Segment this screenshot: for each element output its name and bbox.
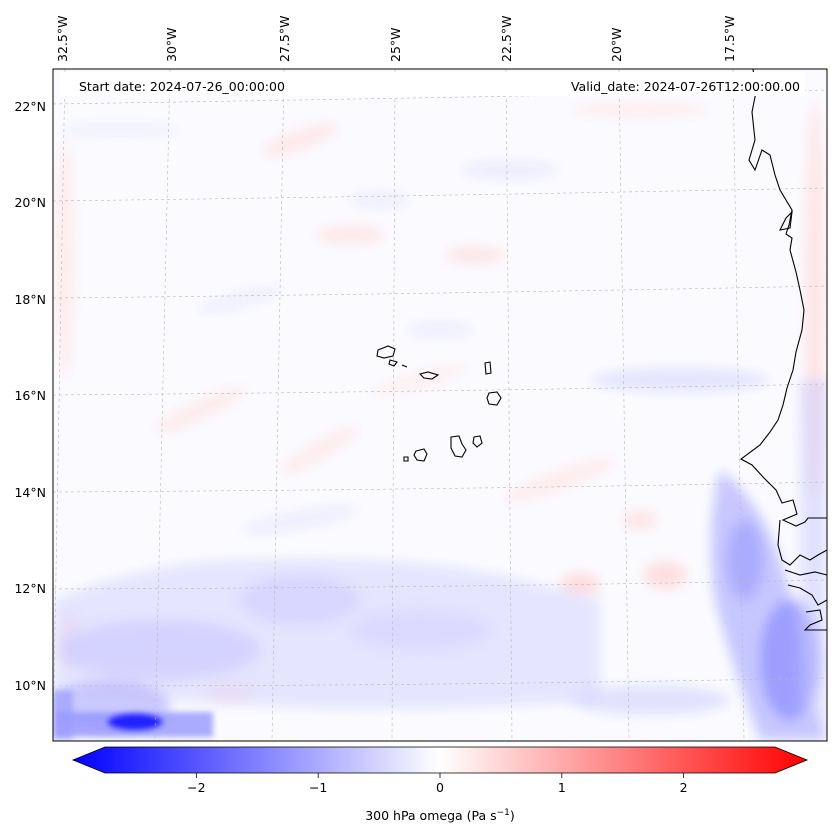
colorbar: −2 −1 0 1 2 300 hPa omega (Pa s−1) — [71, 746, 809, 823]
cape-verde-islands — [376, 345, 502, 462]
latitude-labels: 22°N 20°N 18°N 16°N 14°N 12°N 10°N — [14, 99, 46, 693]
colorbar-tick-label: 1 — [558, 780, 566, 795]
lat-label-10n: 10°N — [14, 678, 46, 693]
senegal-gambia-coast — [777, 519, 828, 631]
lon-label-30w: 30°W — [164, 27, 179, 62]
lat-label-14n: 14°N — [14, 485, 46, 500]
lon-label-27-5w: 27.5°W — [277, 16, 292, 62]
longitude-labels: 32.5°W 30°W 27.5°W 25°W 22.5°W 20°W 17.5… — [55, 16, 737, 62]
colorbar-gradient — [71, 746, 809, 774]
dakar-peninsula — [779, 210, 793, 231]
lon-label-17-5w: 17.5°W — [722, 16, 737, 62]
valid-date-label: Valid_date: 2024-07-26T12:00:00.00 — [571, 79, 800, 94]
lon-label-20w: 20°W — [609, 27, 624, 62]
map-panel: Start date: 2024-07-26_00:00:00 Valid_da… — [52, 68, 828, 742]
header-band — [60, 72, 805, 96]
colorbar-tick-label: 0 — [436, 780, 444, 795]
coastlines — [376, 68, 828, 631]
lon-label-32-5w: 32.5°W — [55, 16, 70, 62]
graticule — [53, 69, 827, 741]
start-date-label: Start date: 2024-07-26_00:00:00 — [79, 79, 285, 94]
lat-label-20n: 20°N — [14, 195, 46, 210]
lat-label-16n: 16°N — [14, 388, 46, 403]
lon-label-22-5w: 22.5°W — [499, 16, 514, 62]
colorbar-tick-label: −2 — [187, 780, 205, 795]
africa-coastline — [739, 68, 827, 527]
colorbar-ticks: −2 −1 0 1 2 — [187, 773, 688, 795]
lat-label-22n: 22°N — [14, 99, 46, 114]
colorbar-tick-label: −1 — [309, 780, 327, 795]
colorbar-label: 300 hPa omega (Pa s−1) — [365, 808, 515, 823]
colorbar-tick-label: 2 — [680, 780, 688, 795]
lon-label-25w: 25°W — [388, 27, 403, 62]
omega-field — [53, 100, 827, 740]
lat-label-12n: 12°N — [14, 581, 46, 596]
map-frame — [52, 68, 828, 742]
lat-label-18n: 18°N — [14, 292, 46, 307]
